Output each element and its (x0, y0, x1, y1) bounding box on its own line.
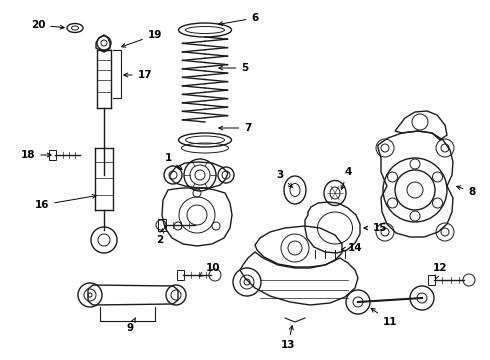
Text: 11: 11 (371, 308, 397, 327)
Text: 1: 1 (164, 153, 182, 170)
Text: 12: 12 (433, 263, 447, 279)
Text: 2: 2 (156, 229, 164, 245)
Text: 14: 14 (342, 243, 362, 253)
Text: 6: 6 (219, 13, 259, 26)
Text: 8: 8 (457, 186, 476, 197)
Text: 20: 20 (31, 20, 64, 30)
Text: 19: 19 (122, 30, 162, 47)
Text: 17: 17 (124, 70, 152, 80)
Text: 16: 16 (35, 194, 96, 210)
Text: 5: 5 (219, 63, 248, 73)
Text: 13: 13 (281, 326, 295, 350)
Text: 10: 10 (199, 263, 220, 276)
Text: 18: 18 (21, 150, 51, 160)
Text: 9: 9 (126, 318, 136, 333)
Text: 7: 7 (219, 123, 252, 133)
Text: 15: 15 (364, 223, 387, 233)
Text: 4: 4 (341, 167, 352, 189)
Text: 3: 3 (276, 170, 292, 187)
